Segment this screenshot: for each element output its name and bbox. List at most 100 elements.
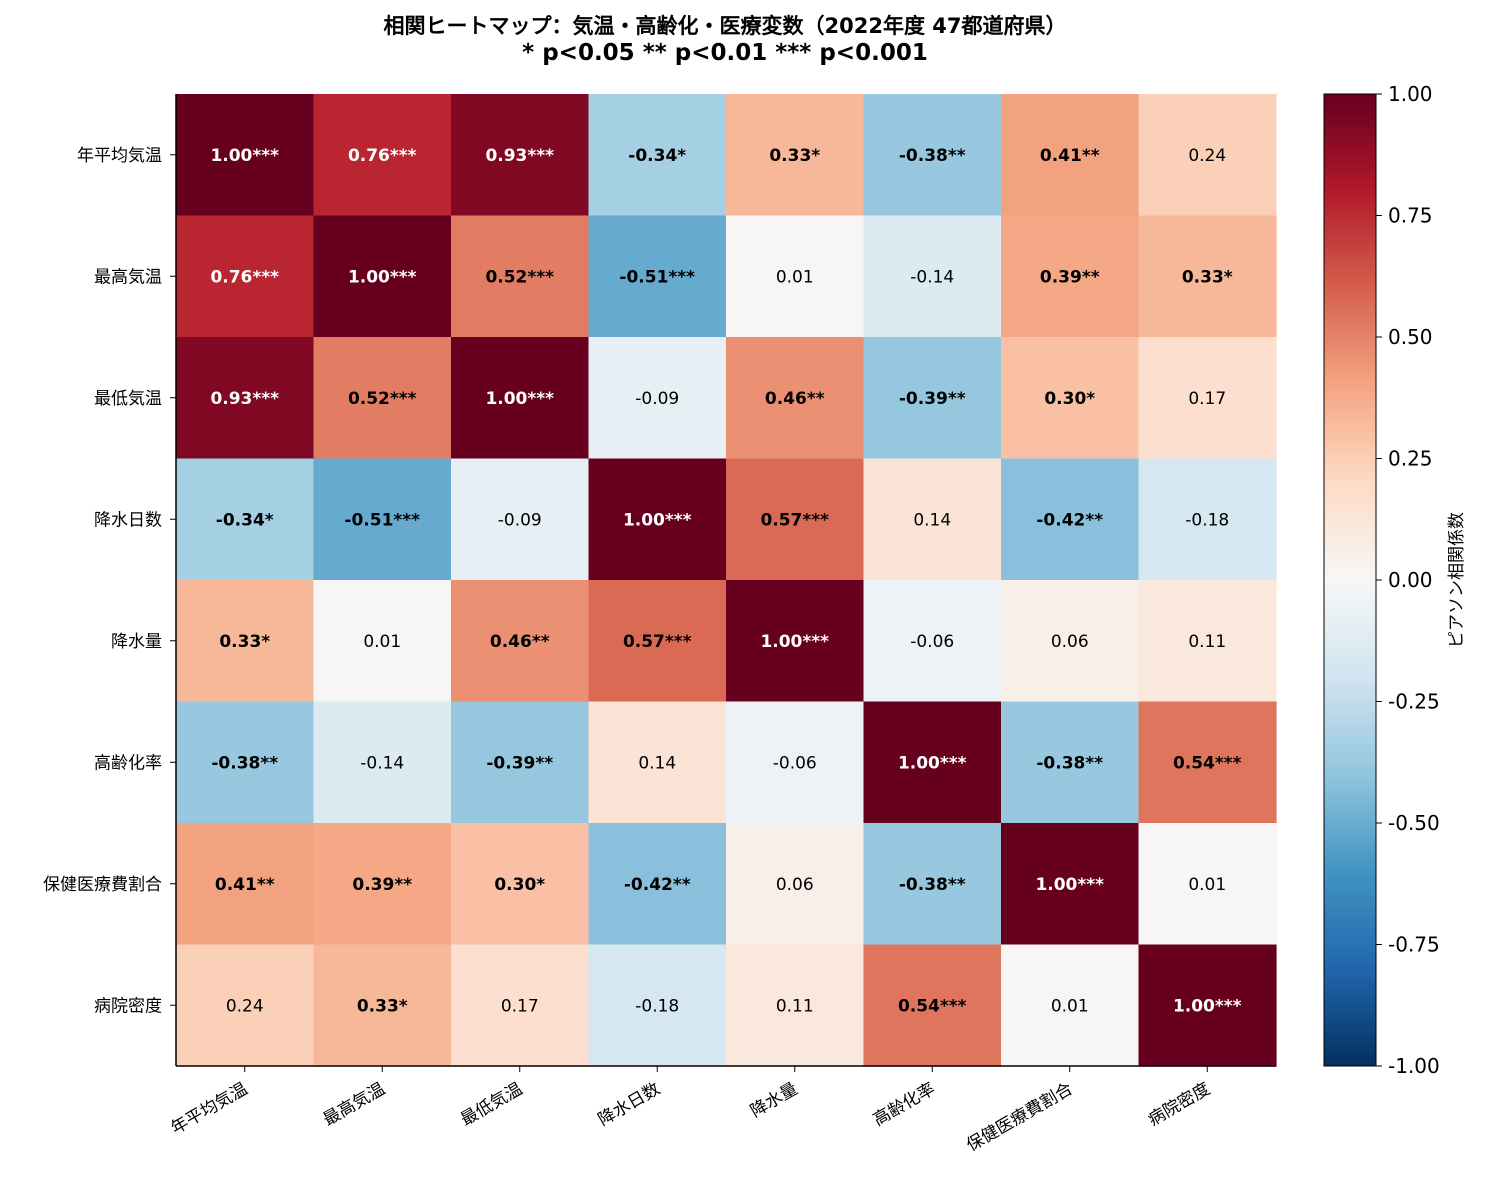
- heatmap-cell: [726, 94, 865, 217]
- cell-value-label: -0.51***: [619, 267, 695, 287]
- cell-value-label: -0.14: [360, 753, 404, 773]
- y-tick-label: 高齢化率: [94, 753, 162, 773]
- cell-value-label: 0.30*: [1044, 389, 1095, 409]
- heatmap-cell: [176, 580, 315, 703]
- colorbar: [1323, 93, 1377, 1067]
- cell-value-label: -0.34*: [216, 510, 274, 530]
- heatmap-cell: [451, 944, 590, 1067]
- cell-value-label: -0.06: [910, 632, 954, 652]
- cell-value-label: 1.00***: [760, 632, 829, 652]
- cell-value-label: 0.17: [1188, 389, 1226, 409]
- y-tick-label: 最高気温: [94, 267, 162, 287]
- y-tick-label: 最低気温: [94, 389, 162, 409]
- y-tick-label: 保健医療費割合: [43, 875, 162, 895]
- cell-value-label: 0.39**: [1040, 267, 1100, 287]
- heatmap-cell: [451, 458, 590, 581]
- cell-value-label: 0.76***: [210, 267, 279, 287]
- cell-value-label: 0.11: [1188, 632, 1226, 652]
- cell-value-label: 0.46**: [765, 389, 825, 409]
- heatmap-cell: [176, 944, 315, 1067]
- cell-value-label: 0.01: [776, 267, 814, 287]
- cell-value-label: -0.39**: [486, 753, 553, 773]
- cell-value-label: -0.38**: [211, 753, 278, 773]
- heatmap-cell: [176, 94, 315, 217]
- cell-value-label: 1.00***: [1173, 996, 1242, 1016]
- cell-value-label: -0.18: [635, 996, 679, 1016]
- heatmap-cell: [451, 94, 590, 217]
- heatmap-cell: [1138, 823, 1277, 946]
- heatmap-cell: [1001, 944, 1140, 1067]
- cell-value-label: 0.01: [1188, 875, 1226, 895]
- heatmap-cell: [1138, 94, 1277, 217]
- heatmap-cell: [863, 215, 1002, 338]
- heatmap-cell: [1138, 337, 1277, 460]
- cell-value-label: 0.52***: [485, 267, 554, 287]
- cell-value-label: 0.46**: [490, 632, 550, 652]
- cell-value-label: 0.01: [363, 632, 401, 652]
- x-tick-label: 年平均気温: [168, 1079, 252, 1139]
- colorbar-tick-label: 0.75: [1388, 204, 1433, 228]
- cell-value-label: -0.42**: [1036, 510, 1103, 530]
- heatmap-cell: [726, 701, 865, 824]
- heatmap-cell: [451, 337, 590, 460]
- x-tick-label: 最低気温: [457, 1079, 526, 1130]
- cell-value-label: -0.14: [910, 267, 954, 287]
- cell-value-label: 0.14: [913, 510, 951, 530]
- cell-value-label: 0.24: [226, 996, 264, 1016]
- cell-value-label: -0.38**: [899, 875, 966, 895]
- heatmap-cell: [1001, 580, 1140, 703]
- heatmap-cell: [588, 944, 727, 1067]
- heatmap-cell: [313, 94, 452, 217]
- cell-value-label: 0.57***: [623, 632, 692, 652]
- x-tick-label: 保健医療費割合: [963, 1079, 1076, 1156]
- x-tick-label: 病院密度: [1145, 1079, 1214, 1130]
- heatmap-cell: [451, 580, 590, 703]
- heatmap-cell: [863, 458, 1002, 581]
- cell-value-label: 0.33*: [769, 146, 820, 166]
- heatmap-cell: [1001, 337, 1140, 460]
- cell-value-label: 0.93***: [210, 389, 279, 409]
- cell-value-label: 0.41**: [215, 875, 275, 895]
- cell-value-label: 0.54***: [1173, 753, 1242, 773]
- heatmap-cell: [451, 701, 590, 824]
- heatmap-cell: [176, 458, 315, 581]
- heatmap-cell: [588, 337, 727, 460]
- y-tick-label: 降水量: [111, 632, 162, 652]
- cell-value-label: 0.93***: [485, 146, 554, 166]
- colorbar-tick-label: -0.50: [1388, 811, 1440, 835]
- cell-value-label: 0.57***: [760, 510, 829, 530]
- heatmap-cell: [588, 701, 727, 824]
- heatmap-cell: [1001, 458, 1140, 581]
- heatmap-cell: [588, 823, 727, 946]
- heatmap-cell: [313, 337, 452, 460]
- cell-value-label: 0.54***: [898, 996, 967, 1016]
- cell-value-label: 1.00***: [623, 510, 692, 530]
- heatmap-cell: [1138, 215, 1277, 338]
- heatmap-cell: [313, 215, 452, 338]
- cell-value-label: 0.33*: [357, 996, 408, 1016]
- cell-value-label: -0.38**: [899, 146, 966, 166]
- heatmap-cell: [1138, 458, 1277, 581]
- x-tick-label: 降水量: [747, 1079, 801, 1122]
- x-tick-label: 最高気温: [320, 1079, 389, 1130]
- chart-subtitle: * p<0.05 ** p<0.01 *** p<0.001: [522, 40, 928, 66]
- cell-value-label: 0.01: [1051, 996, 1089, 1016]
- cell-value-label: 0.33*: [1182, 267, 1233, 287]
- heatmap-cell: [726, 215, 865, 338]
- cell-value-label: 1.00***: [210, 146, 279, 166]
- heatmap-cell: [588, 94, 727, 217]
- heatmap-cell: [313, 823, 452, 946]
- heatmap-cell: [1001, 823, 1140, 946]
- cell-value-label: -0.39**: [899, 389, 966, 409]
- y-tick-label: 年平均気温: [77, 146, 162, 166]
- heatmap-cell: [863, 337, 1002, 460]
- cell-value-label: 0.76***: [348, 146, 417, 166]
- cell-value-label: 0.30*: [494, 875, 545, 895]
- cell-value-label: -0.38**: [1036, 753, 1103, 773]
- heatmap-cell: [726, 944, 865, 1067]
- cell-value-label: -0.18: [1185, 510, 1229, 530]
- heatmap-cell: [588, 580, 727, 703]
- heatmap-cell: [451, 215, 590, 338]
- cell-value-label: 1.00***: [485, 389, 554, 409]
